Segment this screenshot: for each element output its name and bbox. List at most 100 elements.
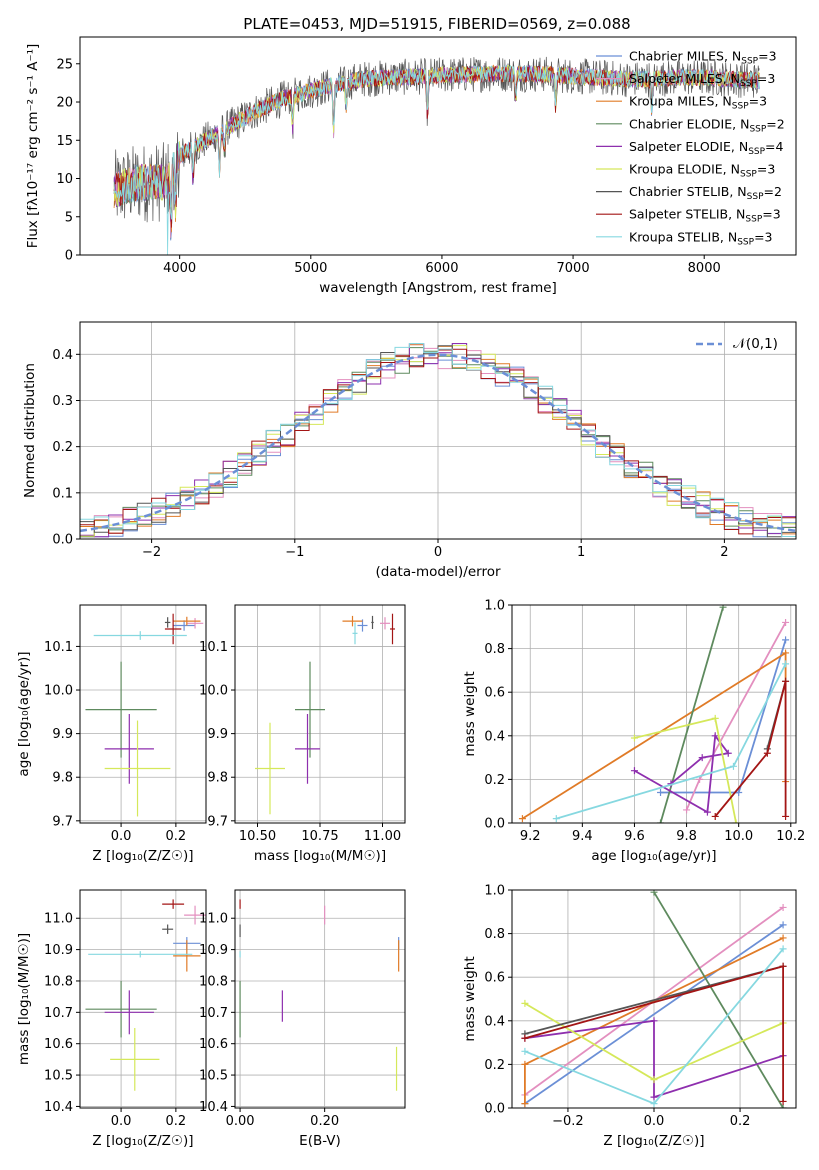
z_weights-series-marker [521, 1060, 529, 1068]
residuals-panel: −2 −1 0 1 2 0.0 0.1 0.2 0.3 0.4 (data-model)/error… [22, 321, 797, 580]
age_weights-series-marker [782, 812, 790, 820]
mass_vs_age-ytick-label: 10.0 [199, 684, 228, 699]
spectrum-xlabel: wavelength [Angstrom, rest frame] [319, 280, 557, 296]
z_vs_age-panel: 0.0 0.2 9.7 9.8 9.9 10.0 10.1 Z [log₁₀(Z/Z☉)] ag… [16, 604, 207, 864]
age_weights-series-marker [703, 808, 711, 816]
ebv_vs_mass-ytick-label: 10.6 [199, 1037, 228, 1052]
spectrum-ytick-label: 10 [56, 172, 73, 187]
z_weights-xlabel: Z [log₁₀(Z/Z☉)] [603, 1133, 704, 1149]
z_weights-xtick-label: 0.2 [730, 1114, 751, 1129]
z_weights-series-line [524, 1019, 784, 1099]
z_vs_age-xlabel: Z [log₁₀(Z/Z☉)] [92, 848, 193, 864]
legend-nssp: , N [714, 94, 731, 109]
residuals-xtick-label: 0 [434, 545, 442, 560]
legend-nssp-sub: SSP [740, 170, 757, 180]
ebv_vs_mass-xtick-label: 0.00 [226, 1114, 255, 1129]
legend-label: Chabrier STELIB, NSSP=2 [629, 184, 782, 202]
age_weights-series-marker [782, 636, 790, 644]
z_vs_mass-ytick-label: 10.4 [44, 1100, 73, 1115]
z_vs_age-plot-area [85, 613, 204, 817]
legend-nssp-value: =3 [762, 207, 780, 222]
mass_vs_age-frame [234, 604, 406, 824]
residuals-plot-area [80, 343, 796, 538]
legend-nssp: , N [729, 184, 746, 199]
age_weights-ytick-label: 0.4 [484, 729, 505, 744]
mass_vs_age-panel: 10.50 10.75 11.00 9.7 9.8 9.9 10.0 10.1 mass [lo… [199, 604, 406, 864]
legend-nssp-sub: SSP [737, 237, 754, 247]
residuals-frame [79, 321, 797, 540]
age_weights-series-marker [657, 819, 665, 823]
legend-label: Chabrier ELODIE, NSSP=2 [629, 116, 785, 134]
z_weights-series-line [653, 891, 784, 1108]
legend-nssp-value: =3 [754, 229, 772, 244]
z_weights-series-marker [779, 1104, 787, 1108]
z_vs_mass-panel: 0.0 0.2 10.4 10.5 10.6 10.7 10.8 10.9 11.0 Z [log… [16, 889, 207, 1149]
age_weights-series-line [685, 621, 787, 811]
age_weights-series-marker [719, 605, 727, 611]
z_weights-series-marker [779, 962, 787, 970]
age_weights-series-marker [732, 819, 740, 823]
age_weights-series-marker [698, 754, 706, 762]
z_weights-plot-area [521, 890, 787, 1108]
spectrum-xtick-label: 7000 [557, 261, 590, 276]
z_weights-series-marker [650, 1100, 658, 1108]
z_weights-xtick-label: −0.2 [552, 1114, 584, 1129]
age_weights-ytick-label: 0.0 [484, 817, 505, 832]
z_weights-series-marker [650, 890, 658, 896]
z_weights-series-marker [779, 1097, 787, 1105]
age_weights-panel: 9.2 9.4 9.6 9.8 10.0 10.2 0.0 0.2 0.4 0.6 0.8 1.0 ag… [462, 599, 805, 865]
age_weights-xtick-label: 10.2 [776, 829, 805, 844]
age_weights-xtick-label: 9.2 [520, 829, 541, 844]
age_weights-xtick-label: 9.8 [676, 829, 697, 844]
legend-nssp: , N [720, 229, 737, 244]
legend-nssp-sub: SSP [745, 215, 762, 225]
age_weights-series-marker [711, 812, 719, 820]
z_weights-series-marker [779, 945, 787, 953]
spectrum-ytick-label: 15 [56, 134, 73, 149]
legend-nssp-sub: SSP [748, 147, 765, 157]
legend-label: Salpeter ELODIE, NSSP=4 [629, 139, 784, 157]
z_weights-ylabel: mass weight [462, 956, 478, 1041]
z_vs_age-xtick-label: 0.2 [166, 829, 187, 844]
z_vs_mass-ytick-label: 10.5 [44, 1069, 73, 1084]
age_weights-ytick-label: 0.2 [484, 773, 505, 788]
age_weights-xtick-label: 9.6 [624, 829, 645, 844]
spectrum-ytick-label: 20 [56, 96, 73, 111]
z_vs_age-grid [80, 605, 206, 823]
z_vs_mass-xtick-label: 0.0 [111, 1114, 132, 1129]
z_weights-ytick-label: 0.0 [484, 1102, 505, 1117]
legend-nssp-sub: SSP [747, 192, 764, 202]
legend-nssp-value: =2 [764, 184, 782, 199]
legend-nssp-sub: SSP [749, 124, 766, 134]
legend-nssp-sub: SSP [732, 102, 749, 112]
age_weights-series-marker [630, 767, 638, 775]
mass_vs_age-ytick-label: 9.8 [207, 771, 228, 786]
legend-nssp-sub: SSP [740, 79, 757, 89]
z_weights-frame [511, 889, 797, 1109]
residuals-ytick-label: 0.0 [52, 533, 73, 548]
age_weights-series-marker [782, 618, 790, 626]
z_weights-series-marker [650, 1093, 658, 1101]
legend-nssp: , N [728, 207, 745, 222]
z_vs_mass-grid [80, 890, 206, 1108]
z_weights-series-marker [521, 1100, 529, 1108]
residuals-ytick-label: 0.1 [52, 486, 73, 501]
age_weights-xlabel: age [log₁₀(age/yr)] [591, 848, 716, 864]
residuals-xlabel: (data-model)/error [375, 564, 501, 580]
z_weights-series-marker [779, 903, 787, 911]
age_weights-xtick-label: 9.4 [572, 829, 593, 844]
z_weights-series-marker [650, 1076, 658, 1084]
z_vs_mass-ytick-label: 10.9 [44, 943, 73, 958]
age_weights-series-line [634, 733, 730, 814]
z_vs_age-ytick-label: 10.0 [44, 684, 73, 699]
z_vs_mass-ytick-label: 11.0 [44, 912, 73, 927]
mass_vs_age-ytick-label: 9.9 [207, 727, 228, 742]
legend-nssp-value: =4 [765, 139, 783, 154]
spectrum-ylabel: Flux [fλ10⁻¹⁷ erg cm⁻² s⁻¹ A⁻¹] [25, 44, 41, 249]
age_weights-xtick-label: 10.0 [724, 829, 753, 844]
age_weights-series-marker [735, 788, 743, 796]
z_vs_mass-xtick-label: 0.2 [166, 1114, 187, 1129]
z_vs_age-xtick-label: 0.0 [111, 829, 132, 844]
legend-label: Chabrier MILES, NSSP=3 [629, 49, 777, 67]
z_weights-xtick-label: 0.0 [644, 1114, 665, 1129]
